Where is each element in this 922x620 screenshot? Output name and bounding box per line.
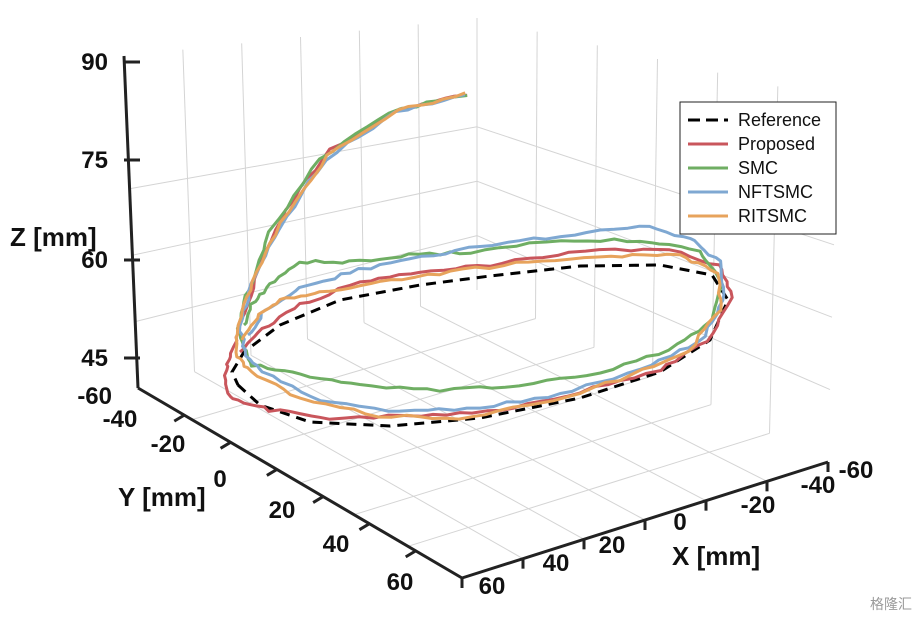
grid-line bbox=[417, 24, 421, 307]
grid-line bbox=[353, 404, 712, 516]
grid-line bbox=[182, 49, 195, 372]
legend: Reference Proposed SMC NFTSMC RITSMC bbox=[679, 101, 837, 235]
z-tick-label: 45 bbox=[81, 345, 108, 372]
legend-label: RITSMC bbox=[738, 206, 807, 226]
grid-line bbox=[407, 432, 770, 547]
y-tick-label: -20 bbox=[151, 431, 186, 458]
grid-line bbox=[358, 30, 365, 323]
y-tick-mark bbox=[219, 440, 232, 450]
legend-label: Proposed bbox=[738, 134, 815, 154]
y-tick-label: 40 bbox=[323, 531, 350, 558]
watermark: 格隆汇 bbox=[870, 597, 912, 613]
axis-edges bbox=[122, 55, 830, 588]
corner-tick-label: -60 bbox=[77, 383, 112, 410]
grid-line bbox=[652, 58, 658, 377]
y-tick-mark bbox=[173, 413, 186, 423]
y-tick-label: 0 bbox=[213, 466, 226, 493]
x-tick-label: 40 bbox=[543, 550, 570, 577]
z-axis-line bbox=[122, 55, 140, 389]
x-tick-label: 60 bbox=[479, 573, 506, 600]
y-tick-mark bbox=[312, 495, 324, 504]
series-line-ritsmc bbox=[234, 91, 723, 421]
x-tick-label: 20 bbox=[599, 532, 626, 559]
grid-line bbox=[420, 305, 768, 482]
y-axis-title: Y [mm] bbox=[118, 482, 206, 512]
grid-line bbox=[593, 45, 598, 348]
z-tick-label: 60 bbox=[81, 247, 108, 274]
z-tick-label: 90 bbox=[81, 49, 108, 76]
x-tick-label: -40 bbox=[801, 472, 836, 499]
x-tick-label: -20 bbox=[741, 492, 776, 519]
series-line-smc bbox=[235, 94, 724, 393]
legend-label: Reference bbox=[738, 110, 821, 130]
y-axis-line bbox=[137, 386, 463, 580]
grid-line bbox=[132, 180, 478, 256]
y-tick-mark bbox=[266, 468, 278, 477]
legend-label: NFTSMC bbox=[738, 182, 813, 202]
grid-line bbox=[307, 338, 646, 521]
grid-line bbox=[535, 31, 538, 319]
y-tick-label: -40 bbox=[103, 406, 138, 433]
x-tick-label: -60 bbox=[839, 457, 874, 484]
x-tick-label: 0 bbox=[673, 509, 686, 536]
z-axis-title: Z [mm] bbox=[10, 222, 97, 252]
z-tick-label: 75 bbox=[81, 147, 108, 174]
series-line-nftsmc bbox=[238, 93, 726, 413]
grid-line bbox=[129, 126, 478, 190]
legend-label: SMC bbox=[738, 158, 778, 178]
y-tick-label: 20 bbox=[269, 497, 296, 524]
y-tick-label: 60 bbox=[387, 569, 414, 596]
y-tick-mark bbox=[404, 549, 417, 559]
grid-line bbox=[135, 235, 478, 323]
y-tick-mark bbox=[358, 522, 371, 532]
trajectory-series bbox=[223, 91, 734, 428]
x-axis-title: X [mm] bbox=[672, 541, 760, 571]
series-line-reference bbox=[230, 263, 730, 428]
